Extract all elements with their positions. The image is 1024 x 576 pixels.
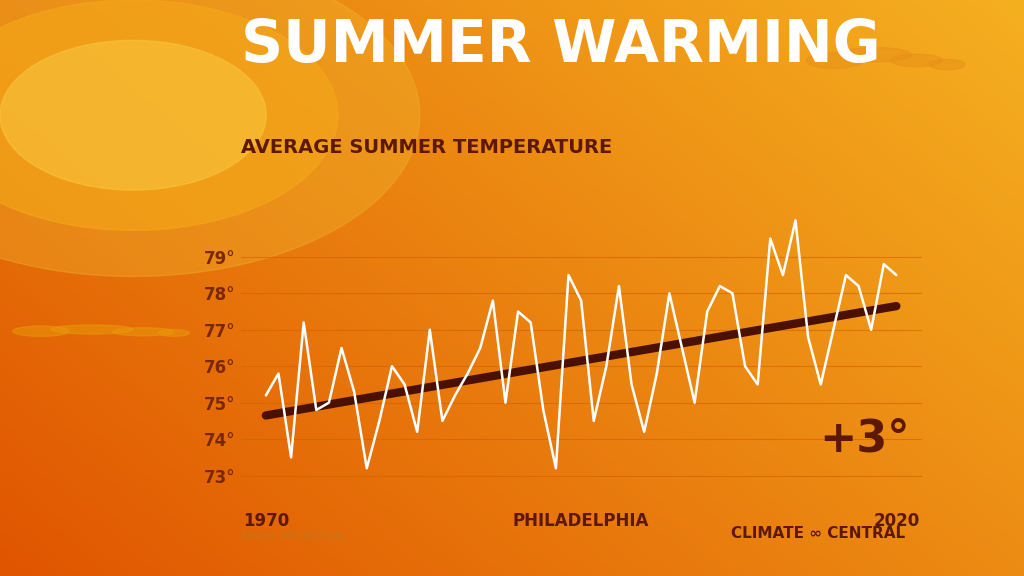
Ellipse shape [113,328,174,336]
Ellipse shape [891,54,942,67]
Ellipse shape [159,329,189,336]
Ellipse shape [840,48,911,62]
Circle shape [0,40,266,190]
Ellipse shape [51,325,133,334]
Text: Source: RCC-ACIS.org: Source: RCC-ACIS.org [241,532,345,541]
Text: CLIMATE ∞ CENTRAL: CLIMATE ∞ CENTRAL [731,526,905,541]
Circle shape [0,0,338,230]
Circle shape [0,0,420,276]
Ellipse shape [807,52,862,69]
Text: SUMMER WARMING: SUMMER WARMING [241,17,881,74]
Ellipse shape [930,59,965,70]
Ellipse shape [12,326,70,336]
Text: AVERAGE SUMMER TEMPERATURE: AVERAGE SUMMER TEMPERATURE [241,138,612,157]
Text: +3°: +3° [819,418,910,461]
